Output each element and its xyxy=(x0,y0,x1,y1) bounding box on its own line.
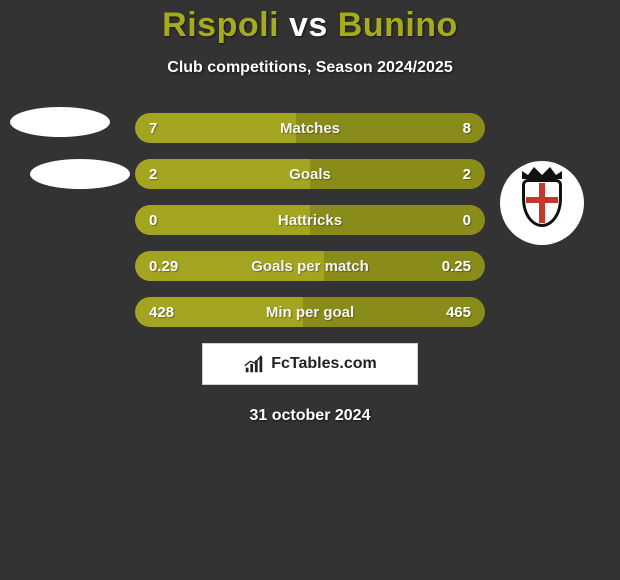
comparison-card: Rispoli vs Bunino Club competitions, Sea… xyxy=(0,0,620,425)
bar-right xyxy=(324,251,485,281)
bar-left xyxy=(135,159,310,189)
stat-row: 22Goals xyxy=(135,159,485,189)
team-badge-right xyxy=(500,161,600,245)
bar-left xyxy=(135,251,324,281)
stat-row: 428465Min per goal xyxy=(135,297,485,327)
bar-left xyxy=(135,205,310,235)
brand-footer[interactable]: FcTables.com xyxy=(202,343,418,385)
team-badge-left xyxy=(10,107,110,191)
bar-right xyxy=(296,113,485,143)
bar-left xyxy=(135,113,296,143)
player2-name: Bunino xyxy=(338,6,458,44)
bar-left xyxy=(135,297,303,327)
bar-right xyxy=(310,205,485,235)
subtitle: Club competitions, Season 2024/2025 xyxy=(0,59,620,77)
vs-separator: vs xyxy=(289,6,328,44)
stat-row: 78Matches xyxy=(135,113,485,143)
bar-right xyxy=(310,159,485,189)
stat-rows: 78Matches 22Goals 00Hattricks 0.290.25Goals… xyxy=(135,113,485,327)
stat-row: 00Hattricks xyxy=(135,205,485,235)
bar-right xyxy=(303,297,485,327)
player1-name: Rispoli xyxy=(162,6,279,44)
placeholder-ellipse-icon xyxy=(30,159,130,189)
page-title: Rispoli vs Bunino xyxy=(0,6,620,45)
placeholder-ellipse-icon xyxy=(10,107,110,137)
stats-area: 78Matches 22Goals 00Hattricks 0.290.25Goals… xyxy=(0,113,620,327)
stat-row: 0.290.25Goals per match xyxy=(135,251,485,281)
date: 31 october 2024 xyxy=(0,407,620,425)
brand-name: FcTables.com xyxy=(271,355,377,373)
club-crest-icon xyxy=(500,161,584,245)
bar-chart-icon xyxy=(243,353,265,375)
